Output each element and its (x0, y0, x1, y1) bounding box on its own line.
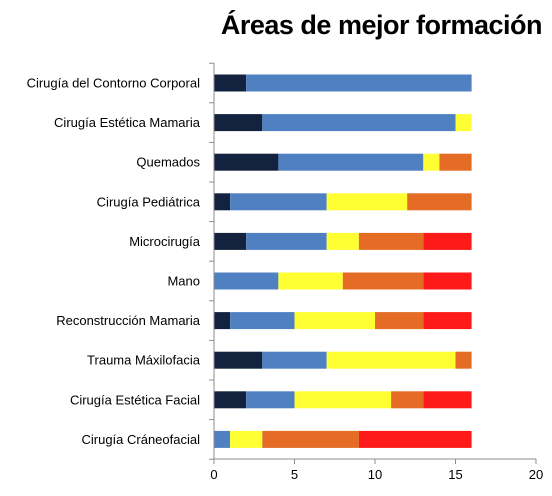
bar-segment (230, 430, 263, 448)
bars-layer (214, 74, 472, 448)
x-tick-label: 15 (448, 467, 462, 482)
category-label: Cirugía Pediátrica (97, 194, 201, 209)
bar-segment (294, 391, 392, 409)
bar-segment (326, 193, 408, 211)
category-label: Trauma Máxilofacia (87, 353, 201, 368)
bar-segment (391, 391, 424, 409)
bar-segment (214, 153, 279, 171)
category-label: Reconstrucción Mamaria (56, 313, 201, 328)
bar-segment (214, 232, 247, 250)
bar-segment (214, 193, 231, 211)
bar-segment (262, 114, 456, 132)
bar-segment (326, 232, 359, 250)
category-labels: Cirugía del Contorno Corporal Cirugía Est… (27, 76, 201, 447)
category-label: Microcirugía (129, 234, 201, 249)
category-label: Cirugía Estética Mamaria (54, 115, 201, 130)
bar-segment (326, 351, 456, 369)
bar-segment (294, 312, 375, 330)
bar-segment (230, 312, 295, 330)
bar-segment (358, 232, 424, 250)
chart-title: Áreas de mejor formación (220, 10, 543, 40)
bar-segment (423, 391, 472, 409)
bar-segment (246, 74, 472, 92)
bar-segment (214, 391, 247, 409)
bar-segment (455, 351, 472, 369)
bar-segment (214, 430, 231, 448)
category-label: Cirugía Cráneofacial (81, 432, 200, 447)
bar-segment (278, 272, 343, 290)
bar-segment (439, 153, 472, 171)
x-tick-label: 5 (291, 467, 298, 482)
bar-segment (358, 430, 472, 448)
bar-segment (375, 312, 424, 330)
bar-segment (262, 351, 327, 369)
bar-segment (214, 114, 263, 132)
category-label: Mano (167, 274, 200, 289)
x-tick-label: 0 (210, 467, 217, 482)
bar-segment (214, 74, 247, 92)
bar-segment (423, 272, 472, 290)
bar-segment (342, 272, 424, 290)
bar-segment (262, 430, 359, 448)
x-tick-label: 10 (368, 467, 382, 482)
category-label: Cirugía Estética Facial (70, 392, 200, 407)
category-label: Quemados (136, 155, 200, 170)
bar-segment (214, 272, 279, 290)
bar-segment (246, 391, 295, 409)
bar-segment (278, 153, 424, 171)
bar-segment (230, 193, 327, 211)
bar-segment (407, 193, 472, 211)
bar-segment (214, 351, 263, 369)
x-axis: 0 5 10 15 20 (209, 62, 543, 482)
bar-segment (423, 232, 472, 250)
bar-segment (246, 232, 327, 250)
x-tick-label: 20 (529, 467, 543, 482)
category-label: Cirugía del Contorno Corporal (27, 76, 201, 91)
bar-segment (423, 312, 472, 330)
bar-segment (214, 312, 231, 330)
bar-segment (423, 153, 440, 171)
bar-segment (455, 114, 472, 132)
